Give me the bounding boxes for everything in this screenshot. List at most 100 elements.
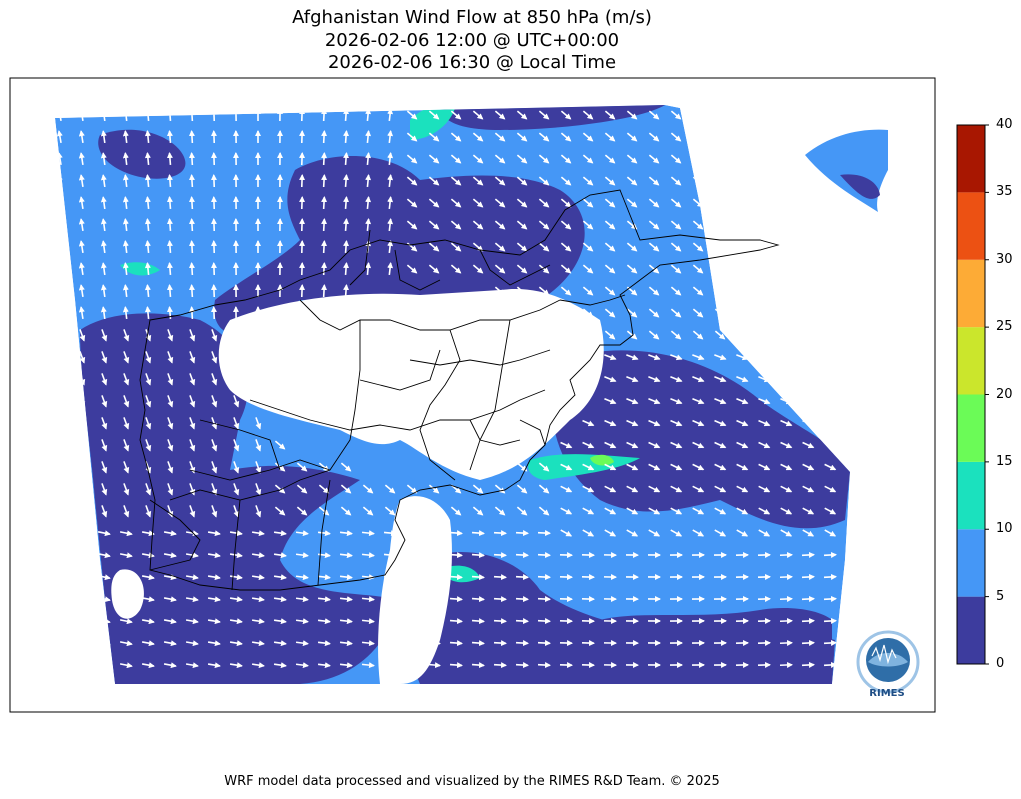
rimes-logo — [856, 630, 920, 694]
wind-arrow-500 — [824, 463, 837, 471]
wind-arrow-322 — [144, 306, 151, 320]
wind-arrow-357 — [670, 330, 682, 340]
wind-arrow-264 — [321, 262, 328, 276]
wind-arrow-419 — [714, 397, 727, 405]
wind-arrow-411 — [189, 395, 196, 408]
wind-arrow-591 — [449, 530, 463, 537]
wind-arrow-267 — [387, 262, 394, 276]
wind-arrow-218 — [100, 240, 107, 254]
wind-arrow-244 — [670, 242, 682, 252]
wind-arrow-550 — [340, 506, 352, 516]
wind-arrow-462 — [648, 441, 661, 449]
colorbar-level-6 — [957, 192, 985, 260]
wind-arrow-529 — [670, 485, 683, 493]
wind-arrow-654 — [251, 574, 265, 581]
wind-arrow-623 — [361, 552, 375, 559]
wind-arrow-721 — [141, 618, 155, 625]
wind-arrow-122 — [365, 174, 372, 188]
wind-arrow-192 — [321, 218, 328, 232]
wind-arrow-516 — [384, 484, 396, 494]
wind-arrow-568 — [736, 507, 749, 515]
wind-arrow-91 — [472, 154, 484, 164]
wind-arrow-245 — [692, 242, 704, 252]
wind-arrow-72 — [56, 152, 63, 166]
wind-arrow-487 — [538, 462, 550, 472]
wind-arrow-95 — [560, 154, 572, 164]
wind-arrow-321 — [122, 306, 129, 320]
wind-arrow-112 — [144, 174, 151, 188]
wind-arrow-391 — [189, 373, 196, 386]
wind-arrow-497 — [758, 463, 771, 471]
wind-arrow-114 — [188, 174, 195, 188]
wind-arrow-666 — [515, 574, 529, 581]
wind-arrow-536 — [824, 485, 837, 493]
wind-arrow-548 — [296, 506, 308, 516]
wind-arrow-410 — [167, 395, 174, 408]
wind-arrow-407 — [101, 395, 108, 408]
wind-arrow-37 — [78, 130, 85, 144]
wind-arrow-478 — [211, 461, 218, 474]
wind-arrow-55 — [472, 132, 484, 142]
wind-arrow-185 — [166, 218, 173, 232]
wind-arrow-808 — [471, 662, 485, 669]
wind-arrow-799 — [273, 662, 287, 669]
wind-arrow-90 — [450, 154, 462, 164]
wind-arrow-510 — [255, 483, 262, 496]
wind-arrow-690 — [251, 596, 265, 603]
wind-arrow-809 — [493, 662, 507, 669]
wind-arrow-465 — [714, 441, 727, 449]
wind-arrow-698 — [427, 596, 441, 603]
wind-arrow-661 — [405, 574, 419, 581]
wind-arrow-436 — [604, 419, 617, 427]
wind-arrow-294 — [188, 284, 195, 298]
wind-arrow-567 — [714, 507, 727, 515]
wind-arrow-532 — [736, 485, 749, 493]
wind-arrow-168 — [582, 198, 594, 208]
wind-arrow-473 — [101, 461, 108, 474]
wind-arrow-569 — [758, 507, 771, 515]
wind-arrow-800 — [295, 662, 309, 669]
wind-arrow-560 — [560, 507, 573, 515]
wind-arrow-268 — [406, 264, 418, 274]
wind-arrow-557 — [494, 506, 506, 516]
wind-arrow-396 — [648, 376, 661, 383]
wind-arrow-494 — [692, 463, 705, 471]
utc-time: 2026-02-06 12:00 @ UTC+00:00 — [324, 30, 620, 51]
wind-arrow-186 — [188, 218, 195, 232]
wind-arrow-498 — [780, 463, 793, 471]
wind-arrow-241 — [604, 242, 616, 252]
wind-arrow-281 — [692, 264, 704, 274]
wind-arrow-270 — [450, 264, 462, 274]
wind-arrow-729 — [317, 618, 331, 625]
wind-arrow-583 — [273, 530, 287, 537]
wind-arrow-480 — [255, 461, 262, 474]
wind-arrow-78 — [188, 152, 195, 166]
wind-arrow-367 — [101, 351, 108, 364]
wind-arrow-156 — [321, 196, 328, 210]
wind-arrow-733 — [405, 618, 419, 625]
wind-arrow-761 — [229, 640, 243, 647]
wind-arrow-167 — [560, 198, 572, 208]
wind-arrow-290 — [100, 284, 107, 298]
wind-arrow-444 — [780, 419, 793, 427]
wind-arrow-802 — [339, 662, 353, 669]
wind-arrow-349 — [189, 329, 196, 342]
wind-arrow-85 — [343, 152, 350, 166]
wind-arrow-629 — [493, 552, 507, 559]
wind-arrow-766 — [339, 640, 353, 647]
wind-arrow-547 — [274, 506, 286, 516]
wind-arrow-540 — [123, 505, 130, 518]
wind-arrow-530 — [692, 485, 705, 493]
wind-arrow-656 — [295, 574, 309, 581]
wind-arrow-694 — [339, 596, 353, 603]
wind-arrow-696 — [383, 596, 397, 603]
wind-arrow-545 — [233, 505, 240, 518]
wind-arrow-775 — [537, 640, 551, 647]
wind-arrow-420 — [736, 397, 749, 405]
wind-arrow-128 — [494, 176, 506, 186]
wind-arrow-476 — [167, 461, 174, 474]
wind-arrow-21 — [516, 110, 528, 120]
wind-arrow-474 — [123, 461, 130, 474]
wind-arrow-265 — [343, 262, 350, 276]
wind-arrow-358 — [692, 330, 704, 340]
